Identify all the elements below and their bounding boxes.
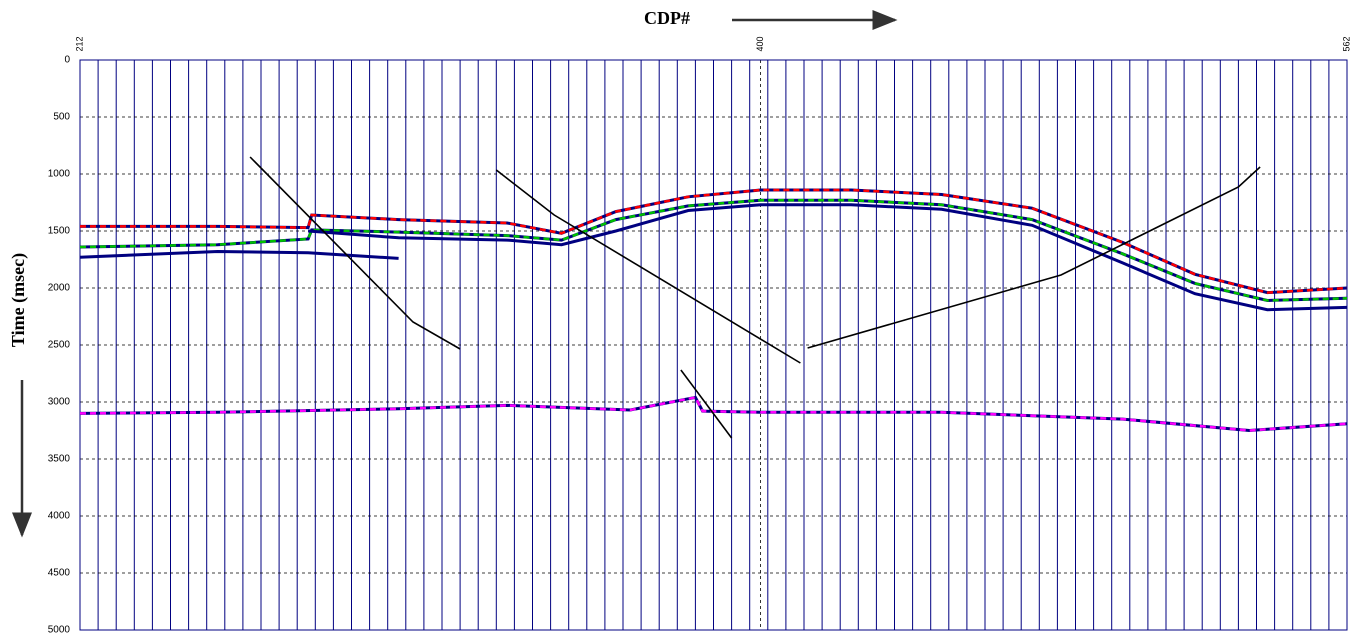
y-tick-label: 4500 xyxy=(48,568,71,579)
y-tick-label: 2500 xyxy=(48,340,71,351)
y-tick-label: 2000 xyxy=(48,283,71,294)
fault-line xyxy=(495,169,801,364)
x-tick-label: 400 xyxy=(755,36,765,51)
y-tick-label: 1500 xyxy=(48,226,71,237)
fault-line xyxy=(807,166,1261,349)
fault-line xyxy=(680,369,733,439)
chart-title: CDP# xyxy=(644,8,690,28)
horizon xyxy=(79,249,399,260)
y-tick-label: 500 xyxy=(53,112,70,123)
x-tick-label: 562 xyxy=(1341,36,1351,51)
horizon xyxy=(79,395,1348,432)
plot-border xyxy=(79,59,1348,631)
y-tick-label: 3000 xyxy=(48,397,71,408)
fault-line xyxy=(249,156,461,350)
y-axis-label: Time (msec) xyxy=(8,253,29,347)
horizon xyxy=(307,203,1348,312)
y-tick-label: 4000 xyxy=(48,511,71,522)
y-tick-label: 1000 xyxy=(48,169,71,180)
horizon xyxy=(80,188,1348,294)
y-tick-label: 0 xyxy=(64,55,70,66)
plot-area: 0 500 1000 1500 2000 2500 3000 3500 4000 4500 5000… xyxy=(48,36,1352,635)
horizon xyxy=(79,198,1348,302)
y-tick-label: 5000 xyxy=(48,625,71,635)
y-tick-label: 3500 xyxy=(48,454,71,465)
x-tick-label: 212 xyxy=(74,36,84,51)
